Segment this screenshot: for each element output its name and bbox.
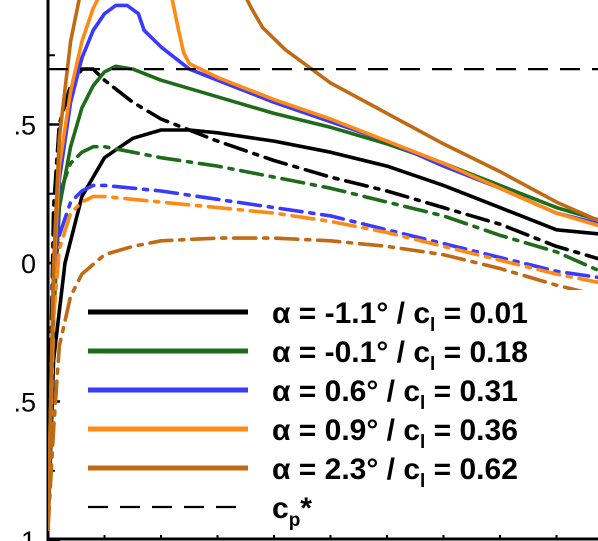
legend-label-value: = 0.36 — [425, 414, 518, 447]
legend-label-3: α = 0.9° / cl = 0.36 — [272, 414, 518, 453]
legend-label-subscript: l — [420, 471, 425, 492]
legend-label-main: α = 2.3° / c — [272, 453, 420, 486]
legend-label-main: α = 0.9° / c — [272, 414, 420, 447]
y-tick-label: 1 — [21, 526, 36, 541]
y-tick-label: .5 — [13, 111, 36, 141]
legend-label-main: α = -1.1° / c — [272, 297, 430, 330]
y-tick-label: 0 — [21, 249, 36, 279]
legend-label-value: = 0.18 — [435, 336, 528, 369]
legend-label-value: = 0.31 — [425, 375, 518, 408]
legend-label-0: α = -1.1° / cl = 0.01 — [272, 297, 528, 336]
series-line-0 — [48, 128, 598, 531]
series-line-1 — [48, 67, 598, 531]
legend-label-subscript: l — [430, 354, 435, 375]
legend-label-main: α = 0.6° / c — [272, 375, 420, 408]
legend-label-2: α = 0.6° / cl = 0.31 — [272, 375, 518, 414]
legend-label-main: α = -0.1° / c — [272, 336, 430, 369]
legend-label-value: = 0.62 — [425, 453, 518, 486]
legend-label-1: α = -0.1° / cl = 0.18 — [272, 336, 528, 375]
series-line-7 — [48, 194, 598, 531]
legend: α = -1.1° / cl = 0.01α = -0.1° / cl = 0.… — [80, 290, 598, 535]
legend-label-subscript: l — [420, 393, 425, 414]
legend-label-5: cp* — [272, 492, 312, 531]
series-line-3 — [48, 144, 598, 531]
legend-label-subscript: p — [289, 510, 301, 531]
legend-background — [80, 290, 598, 535]
series-lines — [48, 0, 598, 531]
series-line-9 — [48, 236, 598, 531]
y-tick-label: .5 — [13, 388, 36, 418]
series-line-8 — [48, 0, 598, 531]
series-line-5 — [48, 183, 598, 531]
legend-label-4: α = 2.3° / cl = 0.62 — [272, 453, 518, 492]
legend-label-subscript: l — [430, 315, 435, 336]
legend-label-value: * — [300, 492, 312, 525]
legend-label-value: = 0.01 — [435, 297, 528, 330]
legend-label-main: c — [272, 492, 289, 525]
legend-label-subscript: l — [420, 432, 425, 453]
series-line-6 — [48, 0, 598, 531]
